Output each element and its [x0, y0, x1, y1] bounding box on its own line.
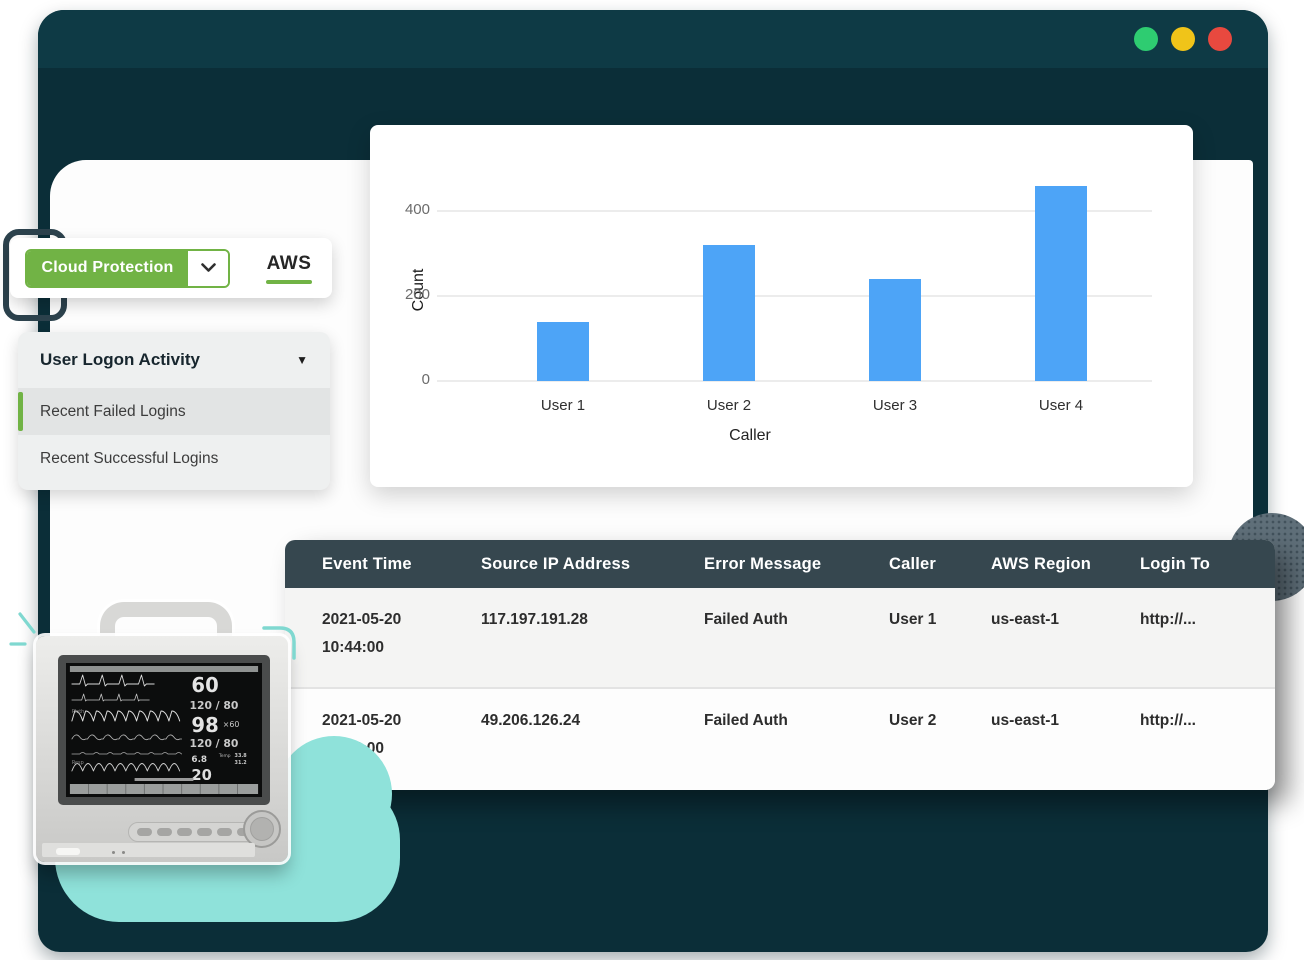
monitor-button[interactable] — [197, 828, 212, 836]
menu-item-label: Recent Successful Logins — [40, 449, 219, 467]
gridline — [437, 380, 1152, 382]
monitor-button[interactable] — [217, 828, 232, 836]
minimize-light-icon[interactable] — [1134, 27, 1158, 51]
menu-item-recent-successful-logins[interactable]: Recent Successful Logins — [18, 435, 330, 482]
cell-error-message: Failed Auth — [704, 712, 788, 729]
close-light-icon[interactable] — [1208, 27, 1232, 51]
failed-logins-table: Event Time Source IP Address Error Messa… — [285, 540, 1275, 790]
monitor-body: Pleth Resp 60 120 / 80 98 ×60 120 / 80 6… — [36, 636, 288, 862]
column-header-caller: Caller — [889, 554, 937, 573]
monitor-bottom-lip — [42, 843, 255, 857]
monitor-button-strip — [128, 822, 276, 842]
cell-login-to-link[interactable]: http://... — [1140, 712, 1196, 729]
cloud-protection-label: Cloud Protection — [27, 250, 188, 286]
chevron-down-icon[interactable] — [188, 250, 228, 286]
column-header-login-to: Login To — [1140, 554, 1211, 573]
event-date: 2021-05-20 — [322, 712, 402, 729]
cell-aws-region: us-east-1 — [991, 611, 1060, 628]
y-axis-tick-label: 0 — [421, 371, 430, 388]
menu-item-recent-failed-logins[interactable]: Recent Failed Logins — [18, 388, 330, 435]
cell-source-ip: 49.206.126.24 — [481, 712, 581, 729]
knob-center — [250, 817, 274, 841]
selected-item-accent-bar — [18, 392, 23, 431]
patient-monitor: Pleth Resp 60 120 / 80 98 ×60 120 / 80 6… — [36, 602, 292, 864]
reading-cvp: 6.8 — [191, 755, 207, 765]
teal-check-decoration — [9, 612, 36, 646]
reading-pulse-rate: ×60 — [223, 720, 240, 729]
monitor-screen-bezel: Pleth Resp 60 120 / 80 98 ×60 120 / 80 6… — [58, 655, 270, 805]
caret-down-icon: ▼ — [296, 353, 308, 367]
cell-caller: User 2 — [889, 712, 937, 729]
screen-label-pleth: Pleth — [72, 709, 84, 715]
y-axis-tick-label: 200 — [404, 286, 430, 303]
column-header-event-time: Event Time — [322, 554, 412, 573]
cell-aws-region: us-east-1 — [991, 712, 1060, 729]
monitor-button[interactable] — [177, 828, 192, 836]
window-controls — [1134, 27, 1232, 51]
teal-arc-decoration — [262, 626, 296, 660]
gridline — [437, 210, 1152, 212]
reading-heart-rate: 60 — [191, 674, 218, 697]
reading-temp1: 33.8 — [235, 753, 248, 759]
column-header-aws-region: AWS Region — [991, 554, 1092, 573]
bar-user-3 — [869, 279, 921, 381]
indicator-dot — [122, 851, 125, 854]
event-time: 10:44:00 — [322, 639, 385, 656]
x-axis-tick-label: User 4 — [1038, 397, 1084, 414]
user-logon-activity-menu: User Logon Activity ▼ Recent Failed Logi… — [18, 332, 330, 490]
window-titlebar — [38, 10, 1268, 68]
reading-resp-rate: 20 — [191, 766, 211, 784]
cell-error-message: Failed Auth — [704, 611, 788, 628]
cloud-protection-dropdown[interactable]: Cloud Protection — [25, 248, 230, 288]
reading-spo2: 98 — [191, 714, 218, 737]
table-row: 2021-05-20 10:44:00 49.206.126.24 Failed… — [285, 689, 1275, 790]
menu-item-label: Recent Failed Logins — [40, 402, 186, 420]
screen-softkey-bar — [69, 784, 259, 794]
reading-nibp-top: 120 / 80 — [189, 699, 238, 712]
x-axis-tick-label: User 1 — [540, 397, 586, 414]
monitor-power-button[interactable] — [56, 848, 80, 855]
monitor-rotary-knob[interactable] — [243, 810, 281, 848]
screen-scrollbar — [134, 778, 194, 781]
bar-user-4 — [1035, 185, 1087, 381]
chart-x-axis-title: Caller — [729, 427, 771, 444]
gridline — [437, 295, 1152, 297]
reading-temp2: 31.2 — [235, 760, 247, 766]
chart-card: Count Caller 400 200 0 User 1 User 2 User 3 Us… — [370, 125, 1193, 487]
table-header-row: Event Time Source IP Address Error Messa… — [285, 540, 1275, 588]
monitor-screen: Pleth Resp 60 120 / 80 98 ×60 120 / 80 6… — [66, 663, 262, 797]
column-header-error-message: Error Message — [704, 554, 822, 573]
chart-plot — [437, 185, 1152, 382]
bar-user-2 — [703, 245, 755, 381]
event-date: 2021-05-20 — [322, 611, 402, 628]
tab-aws[interactable]: AWS — [266, 253, 312, 284]
indicator-dot — [112, 851, 115, 854]
reading-nibp-bottom: 120 / 80 — [189, 737, 238, 750]
x-axis-tick-label: User 3 — [872, 397, 918, 414]
menu-title: User Logon Activity — [40, 350, 200, 369]
maximize-light-icon[interactable] — [1171, 27, 1195, 51]
cell-source-ip: 117.197.191.28 — [481, 611, 588, 628]
menu-header[interactable]: User Logon Activity ▼ — [18, 332, 330, 388]
cell-event-time: 2021-05-20 10:44:00 — [322, 606, 481, 662]
temp-label: Temp — [218, 753, 231, 759]
monitor-handle — [100, 602, 232, 648]
aws-tab-label: AWS — [266, 252, 312, 274]
aws-tab-active-underline — [266, 279, 312, 284]
y-axis-tick-label: 400 — [404, 201, 430, 218]
column-header-source-ip: Source IP Address — [481, 554, 631, 573]
cell-caller: User 1 — [889, 611, 937, 628]
table-row: 2021-05-20 10:44:00 117.197.191.28 Faile… — [285, 588, 1275, 689]
monitor-button[interactable] — [137, 828, 152, 836]
cell-login-to-link[interactable]: http://... — [1140, 611, 1196, 628]
screen-label-resp: Resp — [72, 760, 84, 766]
toolbar-card: Cloud Protection AWS — [10, 238, 332, 298]
x-axis-tick-label: User 2 — [706, 397, 752, 414]
bar-user-1 — [537, 321, 589, 381]
monitor-button[interactable] — [157, 828, 172, 836]
